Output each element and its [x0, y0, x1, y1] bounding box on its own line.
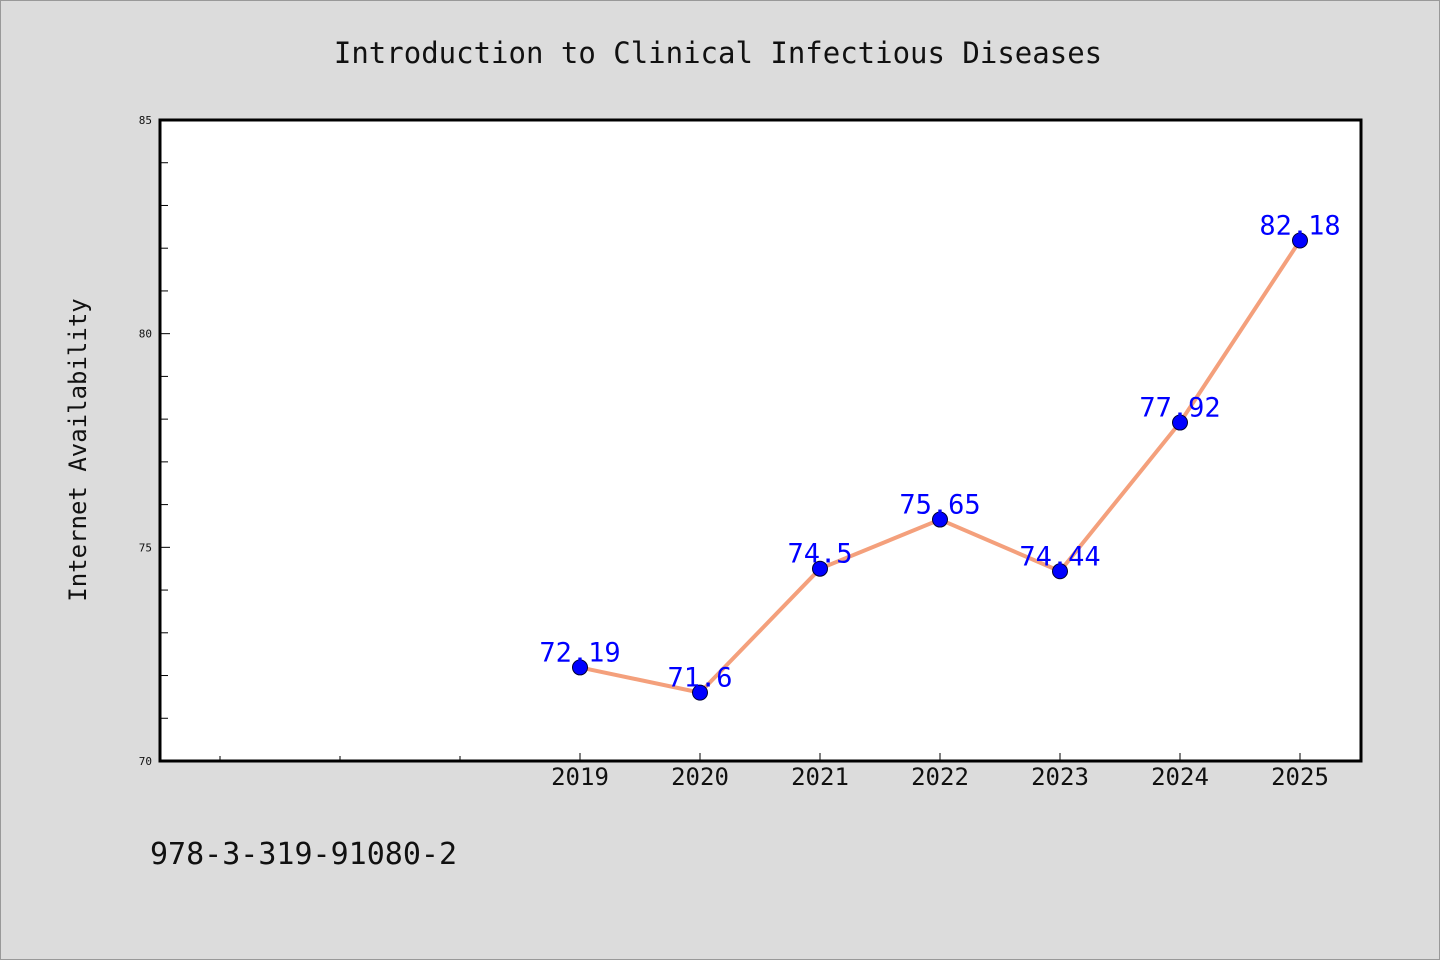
- chart-title: Introduction to Clinical Infectious Dise…: [334, 36, 1102, 70]
- x-tick-label: 2024: [1151, 763, 1209, 791]
- data-label: 77.92: [1139, 393, 1220, 424]
- data-label: 74.44: [1019, 541, 1100, 572]
- x-axis: 2019 2020 2021 2022 2023 2024 2025: [219, 753, 1329, 791]
- data-label: 71.6: [667, 663, 732, 694]
- x-tick-label: 2020: [671, 763, 729, 791]
- data-point: [812, 560, 828, 577]
- data-point: [572, 659, 588, 676]
- data-label: 72.19: [539, 637, 620, 668]
- y-tick-label: 75: [139, 541, 152, 554]
- data-label: 82.18: [1259, 211, 1340, 242]
- data-point: [932, 511, 948, 528]
- data-label: 75.65: [899, 490, 980, 521]
- data-point: [1052, 563, 1068, 580]
- x-tick-label: 2022: [911, 763, 969, 791]
- data-labels: 72.19 71.6 74.5 75.65 74.44 77.92 82.18: [539, 211, 1340, 694]
- x-tick-label: 2021: [791, 763, 849, 791]
- data-label: 74.5: [787, 539, 852, 570]
- data-point: [1292, 232, 1308, 249]
- data-markers: [572, 232, 1308, 701]
- plot-area: [160, 120, 1361, 761]
- x-tick-label: 2019: [551, 763, 609, 791]
- data-point: [692, 684, 708, 701]
- y-tick-label: 80: [139, 328, 152, 341]
- y-tick-label: 70: [139, 755, 152, 768]
- y-axis-label: Internet Availability: [64, 298, 92, 601]
- isbn-footer: 978-3-319-91080-2: [150, 837, 457, 872]
- x-tick-label: 2025: [1271, 763, 1329, 791]
- plot-frame: [158, 118, 1363, 763]
- x-tick-label: 2023: [1031, 763, 1089, 791]
- y-tick-label: 85: [139, 114, 152, 127]
- data-point: [1172, 414, 1188, 431]
